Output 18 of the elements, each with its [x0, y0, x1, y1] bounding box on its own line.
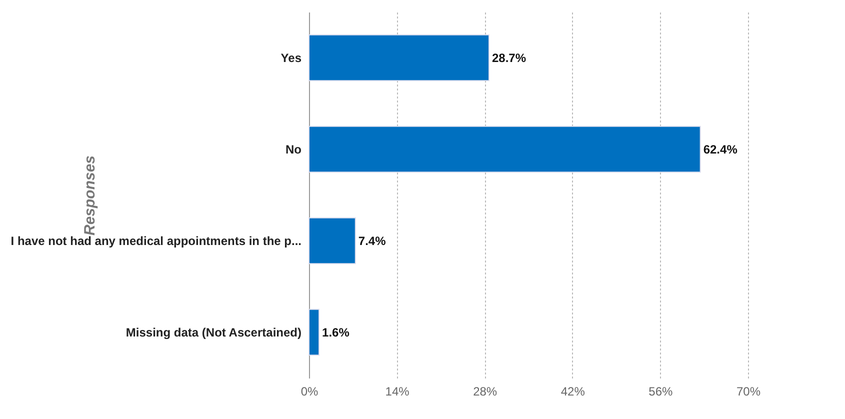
y-tick-label: Yes: [280, 50, 302, 65]
x-tick-label: 42%: [560, 384, 586, 398]
bar: [308, 34, 490, 82]
data-label: 7.4%: [358, 234, 386, 248]
y-tick-label: Missing data (Not Ascertained): [126, 325, 302, 340]
bar: [308, 126, 701, 173]
data-label: 62.4%: [703, 142, 738, 156]
y-tick-label: No: [286, 142, 302, 156]
bar: [308, 308, 320, 356]
x-tick-label: 14%: [385, 384, 410, 398]
x-tick-label: 28%: [473, 384, 498, 398]
bar: [308, 217, 356, 264]
x-tick-label: 70%: [736, 384, 761, 398]
x-tick-label: 56%: [648, 384, 674, 398]
y-axis-title: Responses: [82, 155, 98, 236]
x-tick-label: 0%: [300, 384, 318, 398]
data-label: 1.6%: [322, 325, 350, 340]
data-label: 28.7%: [492, 50, 526, 65]
